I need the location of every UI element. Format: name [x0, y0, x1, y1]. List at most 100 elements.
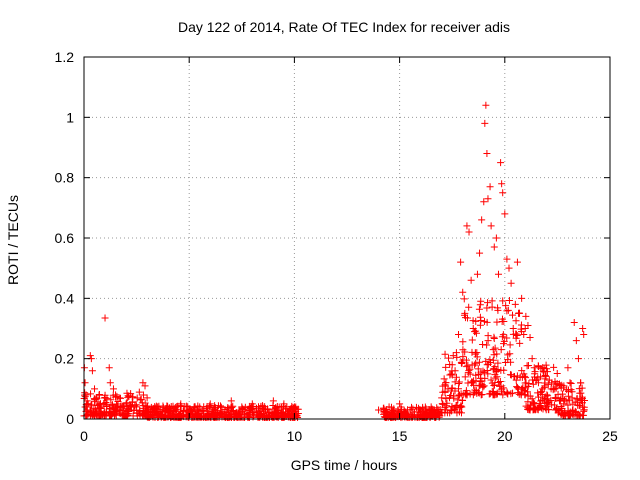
data-point	[385, 403, 393, 411]
data-point	[113, 392, 121, 400]
data-point	[227, 397, 235, 405]
data-point	[206, 400, 214, 408]
data-point	[443, 402, 451, 410]
data-point	[484, 299, 492, 307]
data-point	[480, 198, 488, 206]
data-point	[491, 374, 499, 382]
data-point	[135, 388, 143, 396]
data-point	[154, 413, 162, 421]
data-point	[490, 381, 498, 389]
data-point	[580, 331, 588, 339]
data-point	[555, 405, 563, 413]
data-point	[539, 367, 547, 375]
data-point	[560, 400, 568, 408]
data-point	[503, 307, 511, 315]
data-point	[122, 400, 130, 408]
data-point	[477, 297, 485, 305]
data-point	[534, 379, 542, 387]
data-point	[381, 408, 389, 416]
data-point	[452, 349, 460, 357]
data-point	[390, 405, 398, 413]
data-point	[493, 318, 501, 326]
data-point	[481, 317, 489, 325]
data-point	[245, 405, 253, 413]
data-point	[103, 394, 111, 402]
data-point	[522, 379, 530, 387]
data-point	[190, 404, 198, 412]
data-point	[509, 311, 517, 319]
data-point	[471, 349, 479, 357]
y-tick-label: 1.2	[55, 49, 75, 65]
data-point	[517, 391, 525, 399]
data-point	[273, 407, 281, 415]
data-point	[483, 304, 491, 312]
data-point	[475, 305, 483, 313]
data-point	[406, 406, 414, 414]
data-point	[457, 258, 465, 266]
data-point	[91, 411, 99, 419]
data-point	[502, 302, 510, 310]
data-point	[530, 364, 538, 372]
data-point	[526, 334, 534, 342]
data-point	[106, 379, 114, 387]
data-point	[579, 325, 587, 332]
data-point	[545, 406, 553, 414]
data-point	[565, 412, 573, 420]
data-point	[91, 385, 99, 393]
data-point	[465, 367, 473, 375]
data-point	[497, 346, 505, 354]
data-point	[471, 361, 479, 369]
data-point	[524, 405, 532, 413]
data-point	[229, 407, 237, 415]
data-point	[543, 368, 551, 376]
data-point	[526, 392, 534, 400]
data-point	[120, 411, 128, 419]
x-tick-label: 20	[497, 428, 513, 444]
data-point	[506, 341, 514, 349]
data-point	[512, 376, 520, 384]
data-point	[539, 364, 547, 372]
data-point	[112, 391, 120, 399]
data-point	[478, 377, 486, 385]
data-point	[522, 312, 530, 320]
data-point	[196, 403, 204, 411]
data-point	[427, 403, 435, 411]
y-tick-label: 0.4	[55, 290, 75, 306]
data-point	[536, 403, 544, 411]
data-points	[80, 101, 589, 421]
data-point	[133, 394, 141, 402]
data-point	[489, 356, 497, 364]
data-point	[499, 297, 507, 305]
data-point	[423, 409, 431, 417]
data-point	[260, 406, 268, 414]
data-point	[210, 411, 218, 419]
data-point	[441, 381, 449, 389]
data-point	[137, 395, 145, 403]
data-point	[458, 396, 466, 404]
data-point	[547, 397, 555, 405]
data-point	[455, 331, 463, 339]
data-point	[116, 394, 124, 402]
data-point	[518, 294, 526, 302]
data-point	[494, 270, 502, 278]
data-point	[139, 391, 147, 399]
data-point	[490, 351, 498, 359]
data-point	[105, 364, 113, 372]
data-point	[481, 119, 489, 127]
data-point	[469, 378, 477, 386]
data-point	[568, 394, 576, 402]
data-point	[499, 189, 507, 197]
data-point	[440, 375, 448, 383]
data-point	[445, 354, 453, 362]
data-point	[487, 222, 495, 230]
data-point	[88, 367, 96, 375]
data-point	[103, 400, 111, 408]
data-point	[478, 391, 486, 399]
data-point	[531, 400, 539, 408]
data-point	[81, 393, 89, 401]
data-point	[494, 306, 502, 314]
data-point	[567, 380, 575, 388]
x-tick-label: 15	[392, 428, 408, 444]
data-point	[506, 371, 514, 379]
data-point	[447, 392, 455, 400]
